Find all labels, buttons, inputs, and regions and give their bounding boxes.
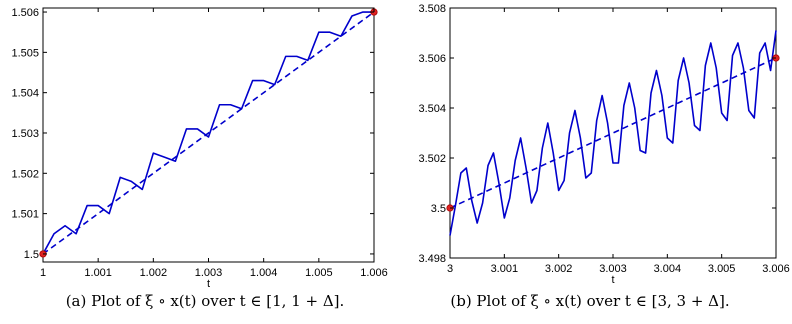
x-tick-label-b: 3.001 — [491, 263, 519, 275]
x-tick-label-a: 1.001 — [84, 267, 112, 279]
x-tick-label-b: 3.004 — [654, 263, 682, 275]
plot-frame-b — [449, 7, 777, 259]
y-tick-label-a: 1.5 — [24, 249, 39, 261]
y-tick-label-b: 3.508 — [418, 3, 446, 15]
y-tick-label-b: 3.504 — [418, 103, 446, 115]
y-tick-label-b: 3.502 — [418, 153, 446, 165]
x-tick-label-b: 3.006 — [762, 263, 790, 275]
x-tick-label-a: 1.006 — [360, 267, 388, 279]
x-tick-label-b: 3.005 — [708, 263, 736, 275]
caption-a: (a) Plot of ξ ∘ x(t) over t ∈ [1, 1 + Δ]… — [66, 292, 345, 310]
solid-line-a — [42, 11, 374, 255]
x-tick-label-b: 3.002 — [545, 263, 573, 275]
caption-b: (b) Plot of ξ ∘ x(t) over t ∈ [3, 3 + Δ]… — [450, 292, 729, 310]
solid-line-b — [449, 30, 777, 236]
x-tick-label-a: 1.004 — [250, 267, 278, 279]
y-tick-label-b: 3.498 — [418, 253, 446, 265]
y-tick-label-a: 1.504 — [11, 88, 39, 100]
x-tick-label-b: 3 — [447, 263, 453, 275]
x-axis-label-a: t — [207, 278, 210, 290]
y-tick-label-b: 3.5 — [431, 203, 446, 215]
x-tick-label-a: 1 — [40, 267, 46, 279]
dashed-line-a — [42, 11, 375, 255]
x-tick-label-b: 3.003 — [599, 263, 627, 275]
x-tick-label-a: 1.005 — [305, 267, 333, 279]
y-tick-label-b: 3.506 — [418, 53, 446, 65]
x-axis-label-b: t — [611, 274, 614, 286]
x-tick-label-a: 1.002 — [140, 267, 168, 279]
y-tick-label-a: 1.505 — [11, 47, 39, 59]
y-tick-label-a: 1.506 — [11, 7, 39, 19]
chart-panel-b: 3 3.001 3.002 3.003 3.004 3.005 3.006 3.498 3.5… — [418, 3, 789, 286]
y-tick-label-a: 1.503 — [11, 128, 39, 140]
y-tick-label-a: 1.502 — [11, 168, 39, 180]
y-tick-label-a: 1.501 — [11, 209, 39, 221]
chart-panel-a: 1 1.001 1.002 1.003 1.004 1.005 1.006 1.5 1.501… — [11, 7, 387, 290]
x-tick-label-a: 1.003 — [195, 267, 223, 279]
